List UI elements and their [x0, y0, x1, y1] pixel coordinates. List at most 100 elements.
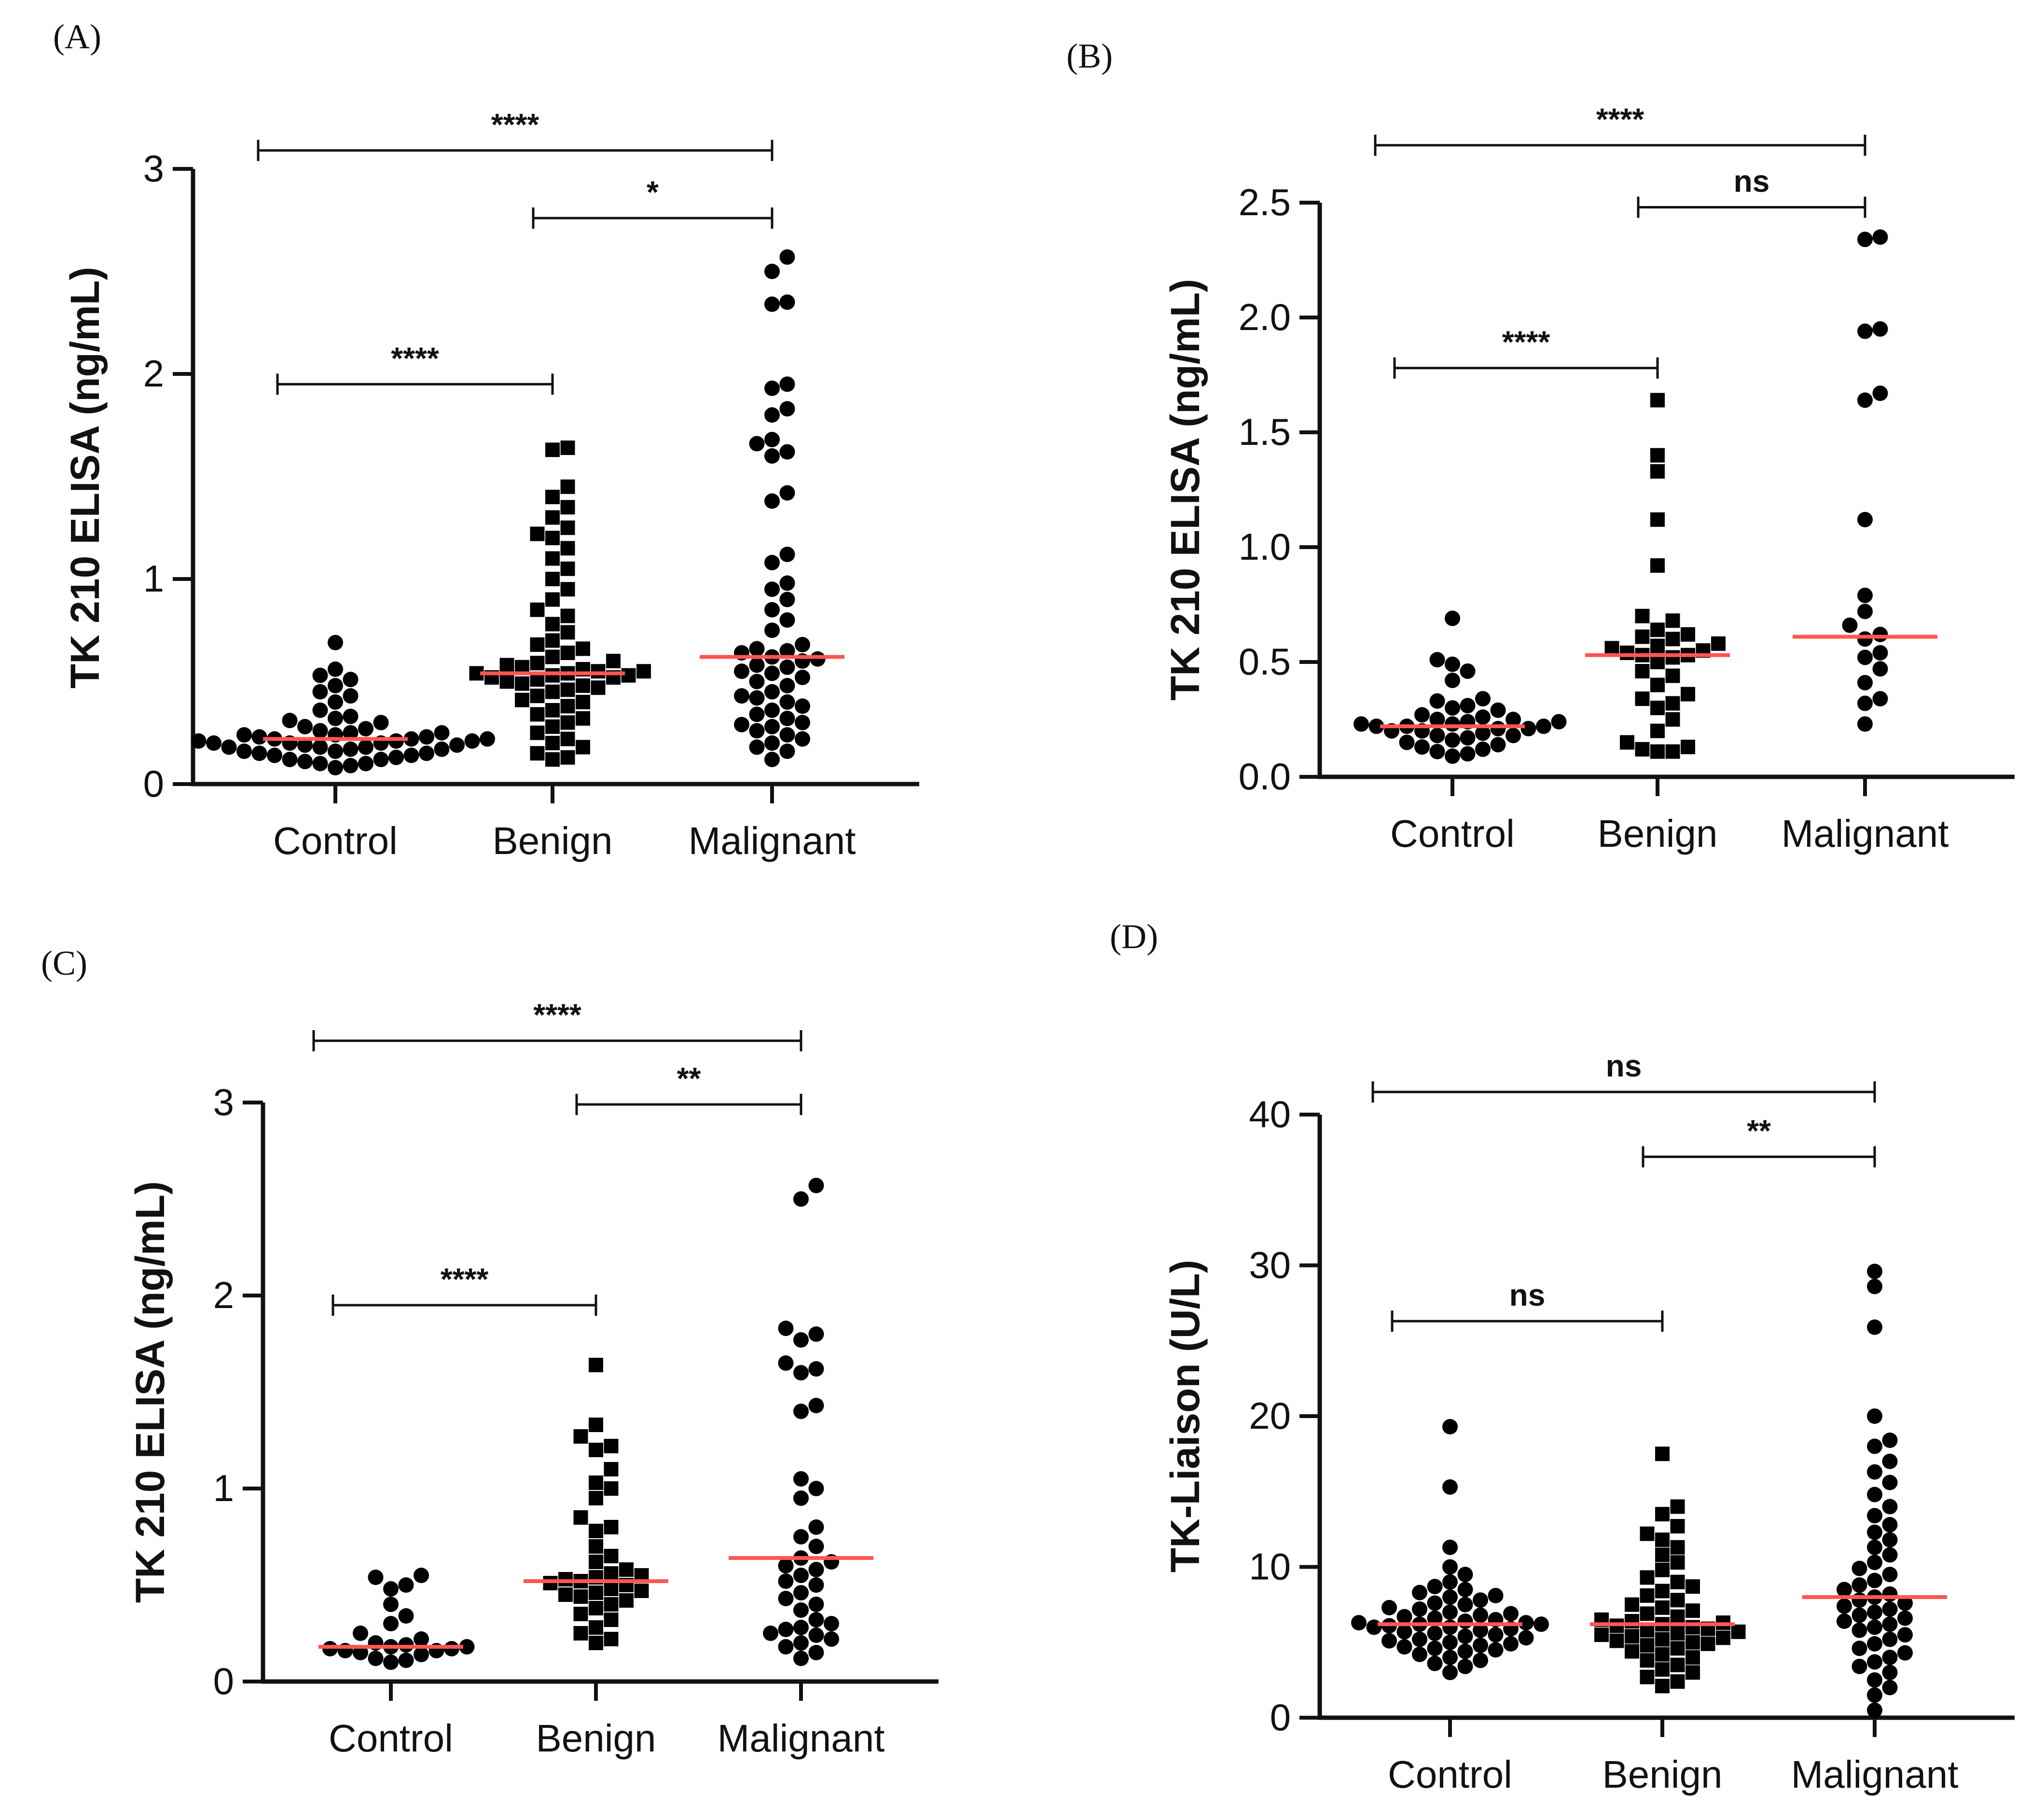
- data-point: [1650, 655, 1665, 669]
- data-point: [1445, 700, 1460, 716]
- data-point: [545, 442, 560, 457]
- data-point: [1473, 1653, 1488, 1668]
- data-point: [312, 703, 328, 718]
- significance-label: ****: [391, 341, 439, 375]
- data-point: [778, 1639, 794, 1655]
- significance-label: **: [1747, 1114, 1771, 1148]
- data-point: [343, 708, 359, 724]
- data-point: [560, 541, 575, 556]
- y-tick-label: 40: [1249, 1093, 1291, 1135]
- data-point: [1473, 1592, 1488, 1608]
- data-point: [1882, 1616, 1898, 1632]
- data-point: [560, 608, 575, 623]
- data-point: [312, 739, 328, 755]
- data-point: [545, 551, 560, 566]
- data-point: [793, 1191, 809, 1207]
- data-point: [560, 682, 575, 697]
- data-point: [530, 637, 545, 652]
- data-point: [1650, 512, 1665, 527]
- data-point: [1396, 1639, 1412, 1655]
- data-point: [1837, 1598, 1852, 1614]
- panel-label: (A): [53, 17, 101, 56]
- data-point: [1882, 1453, 1898, 1469]
- data-point: [589, 1586, 603, 1600]
- data-point: [1442, 1604, 1458, 1620]
- chart-panel-b: (B) 0.0 0.5 1.0 1.5 2.0 2.5 TK 210 ELISA (ng/mL…: [1066, 37, 2015, 855]
- data-point: [1655, 1662, 1670, 1677]
- data-point: [1686, 1665, 1700, 1680]
- data-point: [795, 715, 810, 731]
- y-tick-label: 0: [213, 1660, 234, 1702]
- data-point: [1442, 1419, 1458, 1434]
- panel-label: (C): [41, 944, 87, 982]
- data-point: [1686, 1650, 1700, 1665]
- data-point: [589, 1539, 603, 1554]
- data-point: [808, 1577, 824, 1593]
- data-point: [383, 1581, 399, 1597]
- data-point: [589, 1443, 603, 1457]
- data-point: [530, 725, 545, 740]
- data-point: [328, 634, 343, 650]
- data-point: [1412, 1646, 1427, 1662]
- x-tick-label: Malignant: [689, 819, 856, 862]
- data-point: [358, 739, 373, 755]
- data-point: [358, 721, 373, 737]
- data-point: [576, 711, 590, 726]
- data-point: [1473, 1607, 1488, 1623]
- data-point: [236, 744, 252, 759]
- data-point: [1842, 617, 1858, 633]
- data-point: [1857, 631, 1873, 647]
- data-point: [749, 723, 765, 739]
- data-point: [1640, 1638, 1655, 1653]
- data-point: [734, 688, 749, 704]
- data-point: [312, 667, 328, 683]
- data-point: [1867, 1572, 1882, 1588]
- data-point: [795, 731, 810, 747]
- data-point: [499, 658, 514, 673]
- data-point: [1670, 1674, 1685, 1689]
- data-point: [1414, 707, 1430, 723]
- data-point: [1867, 1687, 1882, 1703]
- significance-bracket: ****: [1374, 102, 1866, 156]
- data-point: [560, 441, 575, 455]
- data-point: [808, 1645, 824, 1660]
- data-point: [576, 641, 590, 656]
- data-point: [530, 707, 545, 722]
- data-point: [343, 688, 359, 704]
- data-point: [793, 1602, 809, 1618]
- significance-label: *: [647, 175, 659, 209]
- data-point: [1867, 1319, 1882, 1335]
- data-point: [1857, 649, 1873, 665]
- data-point: [808, 1539, 824, 1554]
- data-point: [388, 733, 404, 749]
- data-point: [1412, 1585, 1427, 1600]
- data-point: [793, 1651, 809, 1666]
- data-point: [1445, 716, 1460, 732]
- data-point: [1427, 1595, 1443, 1611]
- data-point: [1475, 691, 1491, 707]
- data-point: [1475, 709, 1491, 725]
- data-point: [779, 444, 795, 460]
- data-point: [398, 1608, 414, 1624]
- data-point: [373, 715, 389, 731]
- data-point: [1475, 725, 1491, 741]
- data-point: [1872, 321, 1888, 337]
- data-point: [764, 263, 780, 279]
- data-point: [619, 1562, 634, 1577]
- data-point: [414, 1631, 429, 1647]
- data-point: [778, 1321, 794, 1336]
- data-point: [1594, 1627, 1609, 1642]
- data-point: [764, 555, 780, 570]
- data-point: [589, 1601, 603, 1615]
- data-point: [1655, 1584, 1670, 1599]
- data-point: [795, 637, 810, 652]
- data-point: [1670, 1657, 1685, 1672]
- data-point: [764, 432, 780, 447]
- data-point: [343, 672, 359, 688]
- data-point: [560, 625, 575, 640]
- data-point: [810, 651, 826, 667]
- data-point: [1445, 673, 1460, 689]
- significance-label: ****: [1596, 102, 1644, 137]
- data-point: [793, 1365, 809, 1380]
- y-tick-label: 1.5: [1239, 411, 1291, 453]
